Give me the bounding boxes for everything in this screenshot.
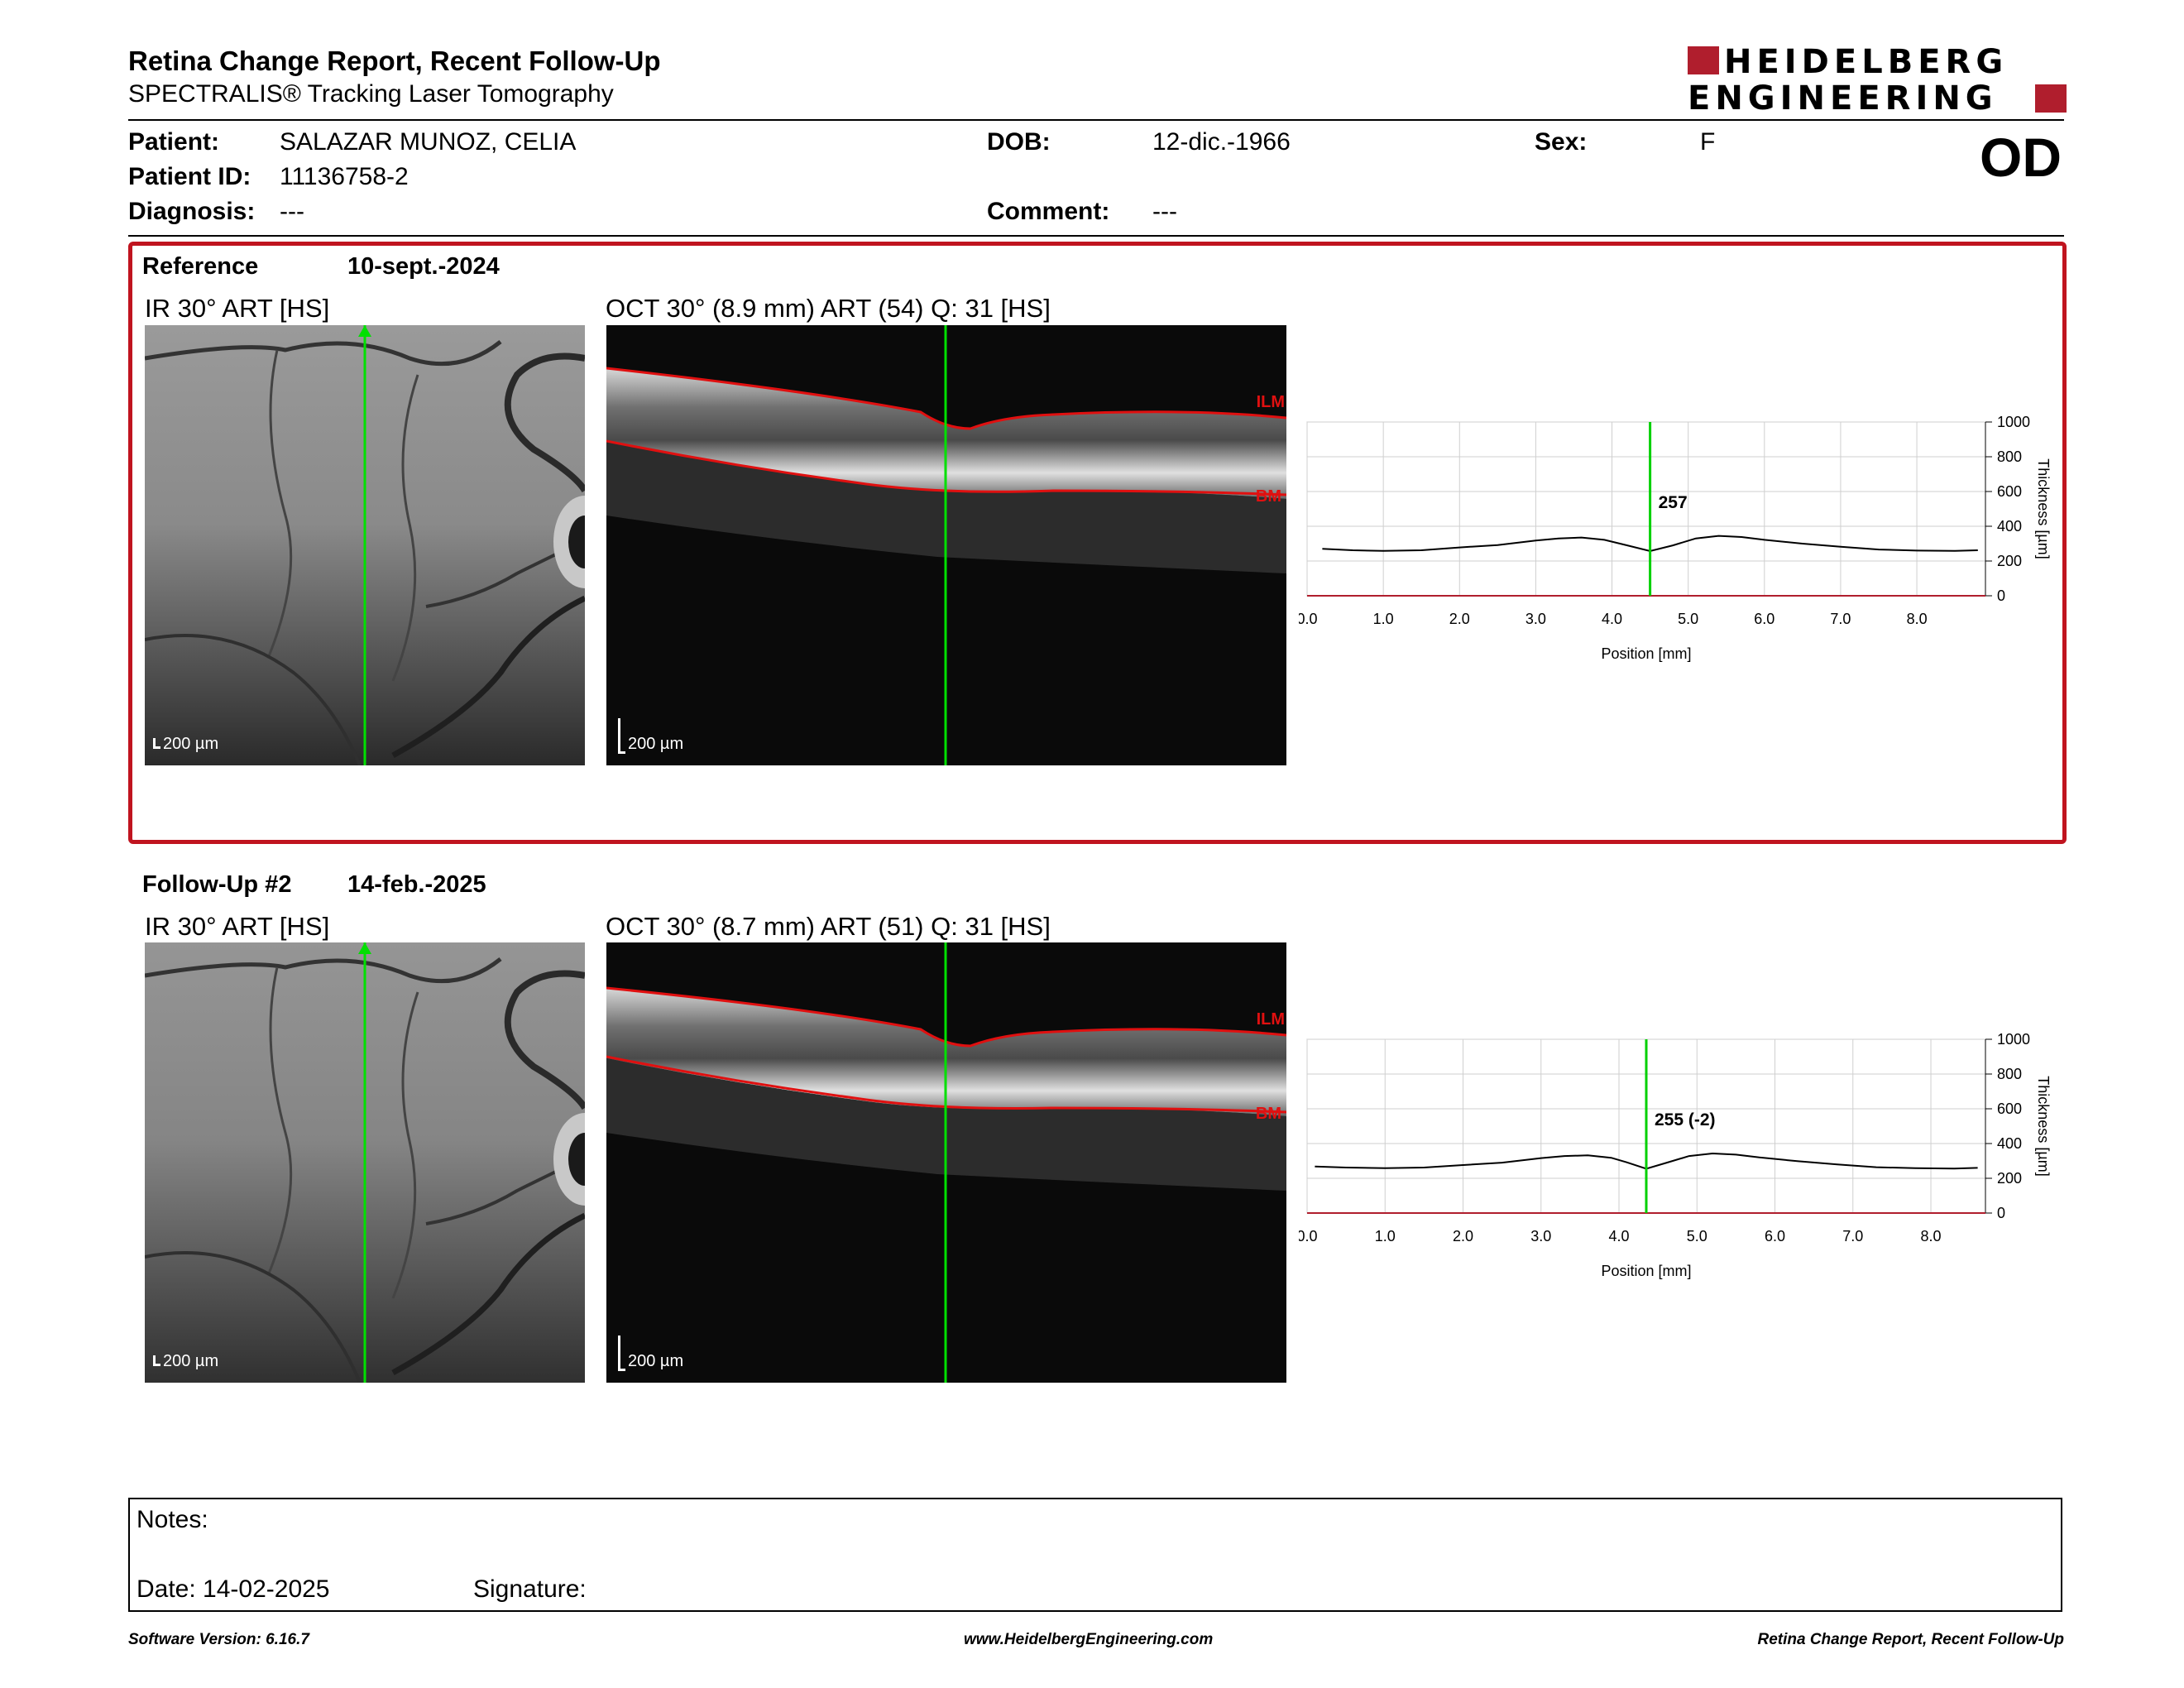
x-tick-label: 6.0 — [1765, 1228, 1785, 1244]
comment-label: Comment: — [987, 198, 1110, 225]
reference-oct-image: ILM BM 200 µm — [606, 325, 1286, 765]
x-tick-label: 5.0 — [1678, 611, 1698, 627]
x-axis-title: Position [mm] — [1601, 1263, 1691, 1279]
logo-line-2: ENGINEERING — [1688, 79, 1998, 117]
logo-line-1: HEIDELBERG — [1724, 43, 2009, 81]
y-tick-label: 0 — [1997, 1205, 2005, 1221]
reference-ir-scale: 200 µm — [153, 735, 218, 754]
report-title: Retina Change Report, Recent Follow-Up — [128, 46, 661, 76]
followup-thickness-chart: 0.0 1.0 2.0 3.0 4.0 5.0 6.0 7.0 8.0 0 200 400 600 800… — [1299, 1031, 2052, 1279]
dob-label: DOB: — [987, 128, 1051, 156]
x-tick-label: 6.0 — [1754, 611, 1774, 627]
reference-ir-scale-text: 200 µm — [163, 735, 219, 753]
reference-oct-scale-text: 200 µm — [628, 735, 684, 753]
reference-oct-label: OCT 30° (8.9 mm) ART (54) Q: 31 [HS] — [606, 294, 1051, 323]
patient-id-label: Patient ID: — [128, 163, 251, 190]
y-tick-label: 400 — [1997, 1135, 2022, 1152]
info-divider — [128, 235, 2064, 237]
y-axis-title: Thickness [µm] — [2035, 458, 2052, 559]
sex-label: Sex: — [1535, 128, 1588, 156]
x-tick-label: 2.0 — [1453, 1228, 1473, 1244]
patient-name: SALAZAR MUNOZ, CELIA — [280, 128, 577, 156]
notes-box[interactable]: Notes: Date: 14-02-2025 Signature: — [128, 1498, 2062, 1612]
reference-label: Reference — [142, 253, 259, 280]
x-tick-label: 1.0 — [1375, 1228, 1396, 1244]
followup-oct-image: ILM BM 200 µm — [606, 942, 1286, 1383]
diagnosis-value: --- — [280, 198, 304, 225]
eye-indicator: OD — [1980, 127, 2062, 188]
x-tick-label: 0.0 — [1299, 1228, 1318, 1244]
scale-bar-icon — [153, 1355, 160, 1366]
y-tick-label: 200 — [1997, 1170, 2022, 1187]
followup-ir-image: 200 µm — [145, 942, 585, 1383]
y-axis-title: Thickness [µm] — [2035, 1076, 2052, 1176]
report-subtitle: SPECTRALIS® Tracking Laser Tomography — [128, 80, 614, 108]
x-tick-label: 0.0 — [1299, 611, 1318, 627]
x-tick-label: 8.0 — [1921, 1228, 1942, 1244]
reference-ir-label: IR 30° ART [HS] — [145, 294, 330, 323]
followup-ir-label: IR 30° ART [HS] — [145, 912, 330, 941]
followup-oct-label: OCT 30° (8.7 mm) ART (51) Q: 31 [HS] — [606, 912, 1051, 941]
reference-ilm-label: ILM — [1256, 393, 1285, 411]
footer-software-version: Software Version: 6.16.7 — [128, 1631, 309, 1648]
followup-bm-label: BM — [1255, 1105, 1281, 1123]
dob-value: 12-dic.-1966 — [1152, 128, 1291, 156]
diagnosis-label: Diagnosis: — [128, 198, 256, 225]
followup-label: Follow-Up #2 — [142, 871, 292, 898]
y-tick-label: 400 — [1997, 518, 2022, 535]
reference-thickness-chart: 0.0 1.0 2.0 3.0 4.0 5.0 6.0 7.0 8.0 0 200 400 600 800… — [1299, 414, 2052, 662]
reference-frame — [128, 242, 2067, 844]
y-tick-label: 1000 — [1997, 414, 2030, 430]
y-tick-label: 800 — [1997, 448, 2022, 465]
sex-value: F — [1700, 128, 1716, 156]
logo-square-bottom — [2035, 84, 2067, 113]
plot-area — [1306, 421, 1986, 597]
patient-id-value: 11136758-2 — [280, 163, 409, 190]
y-tick-label: 200 — [1997, 553, 2022, 569]
x-tick-label: 5.0 — [1687, 1228, 1707, 1244]
position-marker-value: 257 — [1659, 493, 1688, 512]
x-tick-label: 7.0 — [1842, 1228, 1863, 1244]
x-tick-label: 3.0 — [1530, 1228, 1551, 1244]
x-tick-label: 7.0 — [1830, 611, 1851, 627]
notes-label: Notes: — [136, 1506, 208, 1533]
y-tick-label: 1000 — [1997, 1031, 2030, 1048]
patient-label: Patient: — [128, 128, 220, 156]
comment-value: --- — [1152, 198, 1177, 225]
footer-website[interactable]: www.HeidelbergEngineering.com — [964, 1631, 1214, 1648]
notes-date: Date: 14-02-2025 — [136, 1575, 330, 1603]
followup-ilm-label: ILM — [1256, 1010, 1285, 1029]
x-tick-label: 8.0 — [1907, 611, 1928, 627]
x-axis-title: Position [mm] — [1601, 645, 1691, 662]
x-tick-label: 4.0 — [1608, 1228, 1629, 1244]
scale-bar-icon — [618, 1336, 625, 1371]
x-tick-label: 1.0 — [1373, 611, 1394, 627]
y-tick-label: 0 — [1997, 587, 2005, 604]
reference-oct-scale: 200 µm — [618, 718, 683, 754]
scale-bar-icon — [153, 738, 160, 749]
footer-report-name: Retina Change Report, Recent Follow-Up — [1757, 1631, 2064, 1648]
header-divider — [128, 119, 2064, 121]
followup-oct-scale-text: 200 µm — [628, 1352, 684, 1370]
y-tick-label: 600 — [1997, 1101, 2022, 1117]
signature-label: Signature: — [473, 1575, 587, 1603]
position-marker-value: 255 (-2) — [1655, 1110, 1716, 1129]
followup-oct-scale: 200 µm — [618, 1336, 683, 1371]
followup-date: 14-feb.-2025 — [347, 871, 486, 898]
followup-ir-scale-text: 200 µm — [163, 1352, 219, 1370]
heidelberg-logo: HEIDELBERG ENGINEERING — [1688, 43, 2068, 117]
x-tick-label: 2.0 — [1449, 611, 1470, 627]
followup-ir-scale: 200 µm — [153, 1352, 218, 1371]
reference-date: 10-sept.-2024 — [347, 253, 500, 280]
logo-square-top — [1688, 46, 1719, 74]
reference-bm-label: BM — [1255, 487, 1281, 506]
reference-ir-image: 200 µm — [145, 325, 585, 765]
x-tick-label: 4.0 — [1602, 611, 1622, 627]
scale-bar-icon — [618, 718, 625, 754]
y-tick-label: 800 — [1997, 1066, 2022, 1082]
y-tick-label: 600 — [1997, 483, 2022, 500]
x-tick-label: 3.0 — [1525, 611, 1546, 627]
